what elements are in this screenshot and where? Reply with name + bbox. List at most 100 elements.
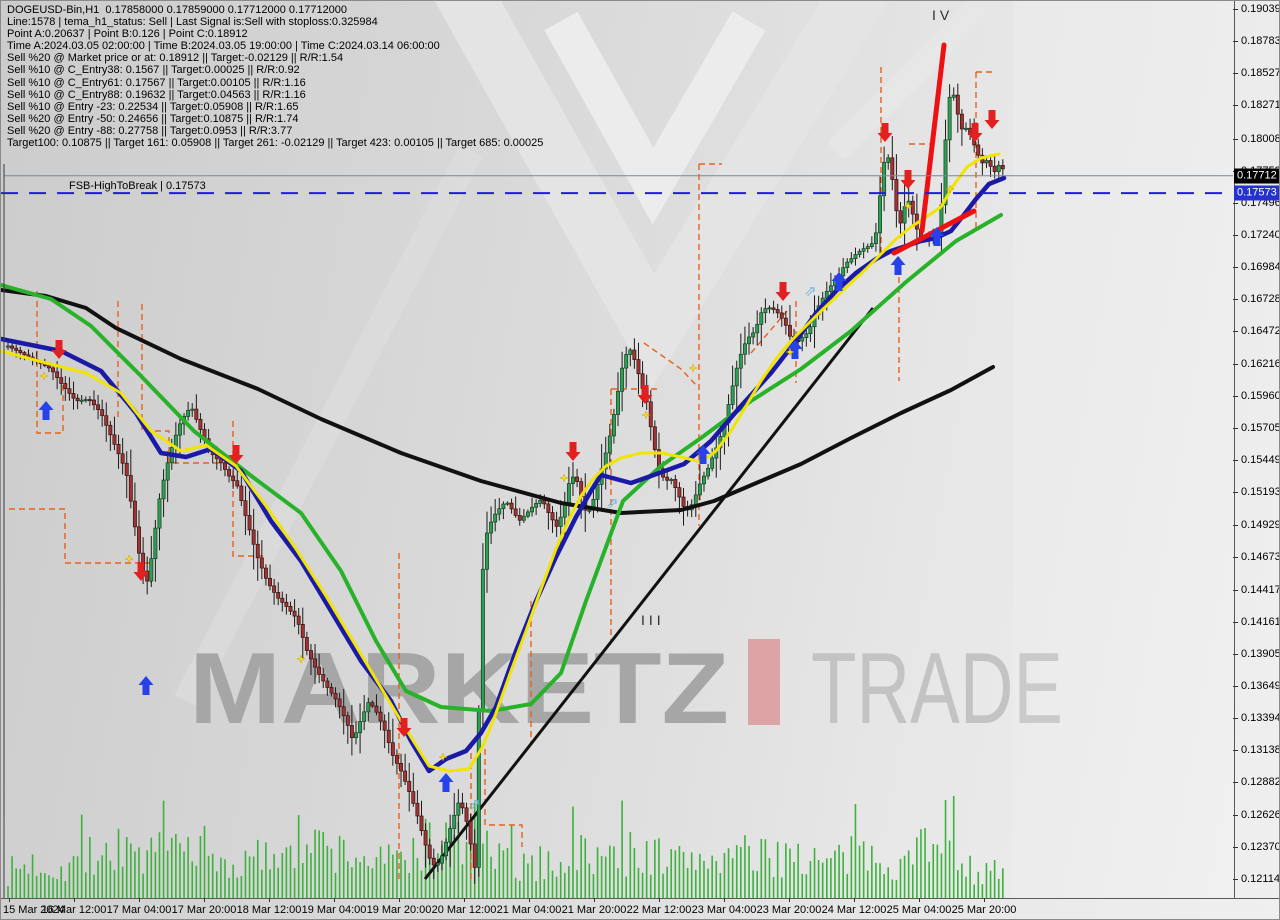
price-tick-mark xyxy=(1233,363,1238,365)
watermark-text-marketz: MARKETZ xyxy=(189,631,729,745)
info-line: Sell %10 @ Entry -23: 0.22534 || Target:… xyxy=(7,100,299,113)
watermark-text-trade: TRADE xyxy=(811,631,1063,745)
volume-bars-layer xyxy=(7,796,1004,898)
time-tick-label: 18 Mar 12:00 xyxy=(236,904,302,916)
sell-arrow-icon xyxy=(396,718,412,737)
price-tick-label: 0.16984 xyxy=(1241,261,1280,274)
price-tick-mark xyxy=(1233,878,1238,880)
wave-label-iv: IV xyxy=(932,7,954,23)
watermark-red-bar xyxy=(748,639,780,725)
diagonal-arrow-icon: ⇗ xyxy=(468,796,481,813)
time-tick-label: 17 Mar 20:00 xyxy=(171,904,237,916)
price-tick-label: 0.19039 xyxy=(1241,3,1280,15)
time-tick-label: 15 Mar 2024 xyxy=(3,904,65,916)
price-tick-mark xyxy=(1233,686,1238,688)
info-line: Sell %20 @ Entry -50: 0.24656 || Target:… xyxy=(7,112,299,125)
star-signal-icon xyxy=(124,554,134,564)
buy-arrow-icon xyxy=(438,773,454,792)
price-tick-mark xyxy=(1233,41,1238,43)
price-tick-mark xyxy=(1233,718,1238,720)
brand-watermark: MARKETZ TRADE xyxy=(189,631,1063,745)
info-line: Sell %10 @ C_Entry61: 0.17567 || Target:… xyxy=(7,76,306,89)
price-tick-label: 0.15705 xyxy=(1241,421,1280,434)
price-tick-label: 0.17240 xyxy=(1241,229,1280,241)
info-line: Sell %20 @ Entry -88: 0.27758 || Target:… xyxy=(7,124,293,137)
time-tick-mark xyxy=(594,898,595,902)
buy-arrow-icon xyxy=(695,445,711,464)
diagonal-arrow-icon: ⇗ xyxy=(606,495,619,512)
price-tick-mark xyxy=(1233,653,1238,655)
buy-arrow-icon xyxy=(929,227,945,246)
time-tick-mark xyxy=(9,898,10,902)
price-tick-label: 0.12114 xyxy=(1241,872,1280,885)
price-tick-mark xyxy=(1233,750,1238,752)
info-line: Line:1578 | tema_h1_status: Sell | Last … xyxy=(7,16,378,29)
price-tick-mark xyxy=(1233,105,1238,107)
time-tick-label: 22 Mar 12:00 xyxy=(626,904,692,916)
signal-arrows-layer: ⇗ ⇗ ⇗ xyxy=(38,110,1000,813)
price-tick-mark xyxy=(1233,138,1238,140)
sell-arrow-icon xyxy=(877,123,893,142)
time-tick-mark xyxy=(139,898,140,902)
buy-arrow-icon xyxy=(890,256,906,275)
time-tick-mark xyxy=(789,898,790,902)
candles-layer xyxy=(6,83,1005,884)
red-zigzag-line xyxy=(919,42,947,234)
time-axis[interactable]: 15 Mar 2024 16 Mar 12:00 17 Mar 04:00 17 Ma… xyxy=(1,898,1279,919)
star-signal-icon xyxy=(945,184,955,194)
price-tick-label: 0.15449 xyxy=(1241,454,1280,466)
sell-arrow-icon xyxy=(565,442,581,461)
price-tick-mark xyxy=(1233,846,1238,848)
price-tick-label: 0.14929 xyxy=(1241,519,1280,532)
price-axis-separator xyxy=(1234,1,1235,898)
star-signal-icon xyxy=(688,363,698,373)
sell-arrow-icon xyxy=(133,562,149,581)
price-axis[interactable]: 0.19039 0.18783 0.18527 0.18271 0.18008 0.177… xyxy=(1233,1,1280,898)
star-signal-icon xyxy=(903,201,913,211)
time-tick-label: 16 Mar 12:00 xyxy=(41,904,107,916)
sell-arrow-icon xyxy=(984,110,1000,129)
time-tick-mark xyxy=(74,898,75,902)
time-tick-label: 23 Mar 04:00 xyxy=(691,904,757,916)
price-tick-label: 0.16216 xyxy=(1241,357,1280,370)
ma-black-slow xyxy=(1,288,995,515)
time-tick-label: 23 Mar 20:00 xyxy=(756,904,822,916)
price-tick-label: 0.13649 xyxy=(1241,680,1280,693)
time-tick-mark xyxy=(269,898,270,902)
time-tick-mark xyxy=(529,898,530,902)
price-tick-label: 0.13394 xyxy=(1241,712,1280,725)
sell-arrow-icon xyxy=(51,340,67,359)
price-tick-mark xyxy=(1233,460,1238,461)
sell-arrow-icon xyxy=(900,170,916,189)
price-tick-mark xyxy=(1233,492,1238,494)
info-line: Time A:2024.03.05 02:00:00 | Time B:2024… xyxy=(7,40,440,53)
info-line: Sell %10 @ C_Entry88: 0.19632 || Target:… xyxy=(7,88,306,101)
logo-watermark xyxy=(174,1,1003,707)
price-tick-label: 0.15193 xyxy=(1241,486,1280,499)
ma-yellow xyxy=(1,152,1001,773)
price-tick-mark xyxy=(1233,621,1238,623)
buy-arrow-icon xyxy=(38,401,54,420)
price-tick-label: 0.12882 xyxy=(1241,776,1280,789)
time-tick-mark xyxy=(464,898,465,902)
info-line: Point A:0.20637 | Point B:0.126 | Point … xyxy=(7,28,248,41)
price-tick-label: 0.18783 xyxy=(1241,35,1280,48)
time-tick-mark xyxy=(204,898,205,902)
time-tick-label: 17 Mar 04:00 xyxy=(106,904,172,916)
trendline xyxy=(423,307,875,880)
chart-plot-area[interactable]: MARKETZ TRADE ⇗ ⇗ ⇗ xyxy=(1,1,1233,898)
fsb-hightobreak-label: FSB-HighToBreak | 0.17573 xyxy=(69,180,206,193)
ma-green xyxy=(1,213,1003,713)
price-tick-label: 0.14417 xyxy=(1241,583,1280,596)
price-tick-mark xyxy=(1233,235,1238,236)
price-tick-label: 0.12370 xyxy=(1241,840,1280,853)
time-tick-mark xyxy=(724,898,725,902)
time-tick-label: 19 Mar 20:00 xyxy=(366,904,432,916)
price-tick-mark xyxy=(1233,782,1238,784)
sell-arrow-icon xyxy=(228,445,244,464)
sell-arrow-icon xyxy=(775,282,791,301)
info-line: DOGEUSD-Bin,H1 0.17858000 0.17859000 0.1… xyxy=(7,4,348,16)
price-tick-mark xyxy=(1233,73,1238,75)
price-tick-mark xyxy=(1233,427,1238,429)
current-price-box: 0.17712 xyxy=(1234,168,1279,184)
